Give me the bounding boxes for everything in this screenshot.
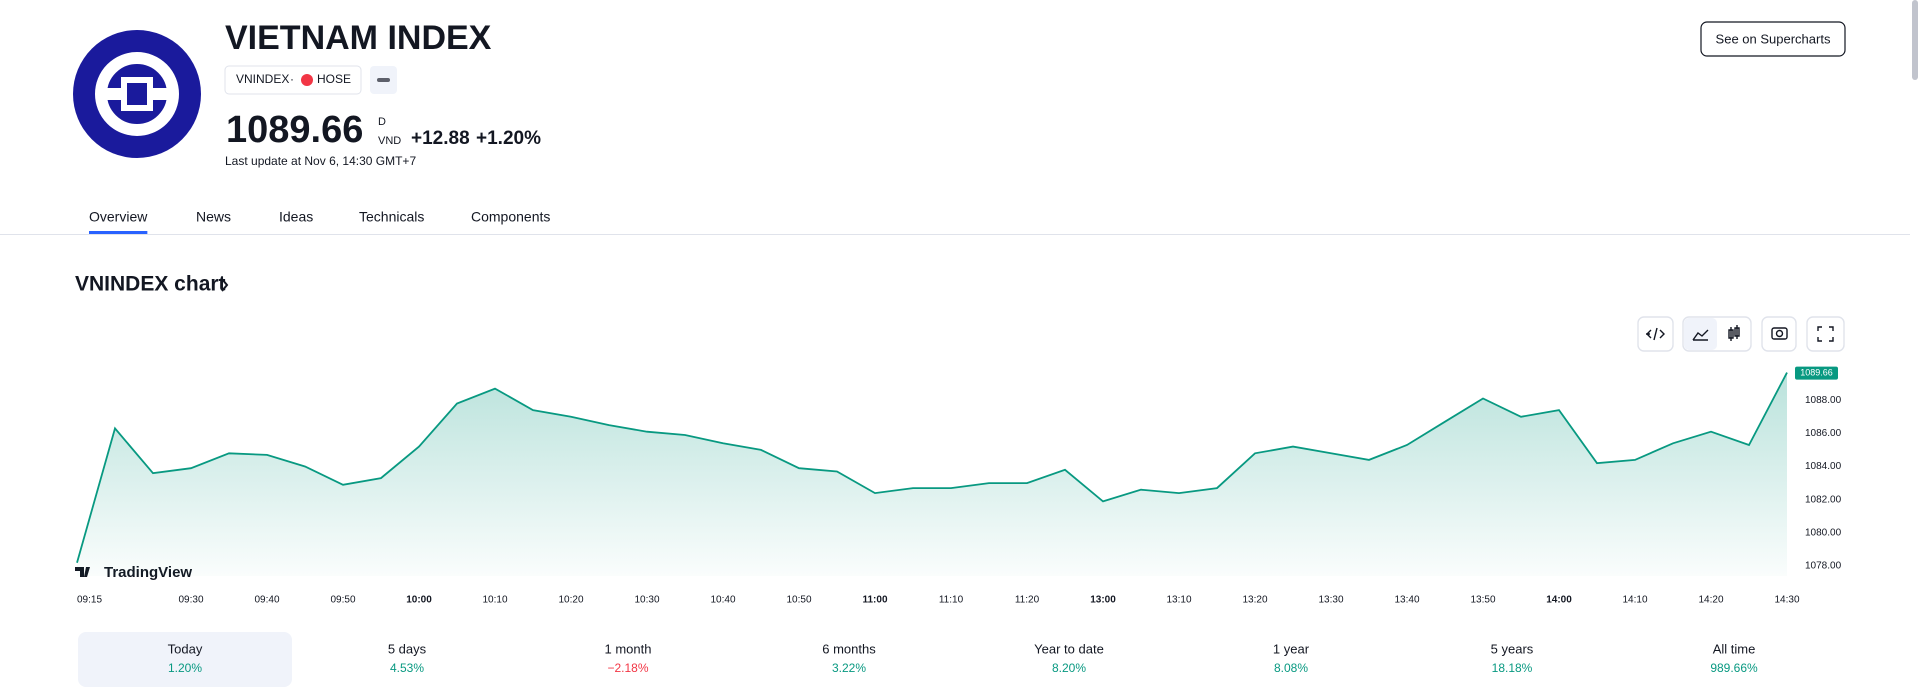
chart-type-group[interactable] [1682,316,1752,352]
scrollbar [1912,0,1918,80]
supercharts-label: See on Supercharts [1716,31,1831,46]
period-change: 1.20% [168,661,202,675]
line [76,372,1788,563]
period-label[interactable]: 6 months [822,641,876,656]
y-tick-label: 1082.00 [1805,494,1842,505]
exchange-flag [301,74,313,86]
tab[interactable]: Ideas [279,209,313,225]
tab[interactable]: Components [471,209,550,225]
x-tick-label: 13:10 [1166,595,1191,606]
x-tick-label: 11:10 [939,595,964,606]
period-label[interactable]: Year to date [1034,641,1104,656]
x-tick-label: 13:00 [1090,595,1116,606]
y-tick-label: 1078.00 [1805,561,1842,572]
period-label[interactable]: Today [168,641,203,656]
price-tag-label: 1089.66 [1800,368,1833,378]
x-tick-label: 13:50 [1470,595,1495,606]
period-change: 989.66% [1710,661,1758,675]
period-change: 8.20% [1052,661,1086,675]
y-tick-label: 1086.00 [1805,428,1842,439]
chevron [221,278,229,292]
last-update: Last update at Nov 6, 14:30 GMT+7 [225,154,416,168]
x-tick-label: 10:10 [482,595,507,606]
period-selected [78,632,292,687]
chart-toolbar [1637,316,1845,352]
period-label[interactable]: 1 year [1273,641,1310,656]
period-change: 3.22% [832,661,866,675]
x-tick-label: 13:20 [1242,595,1267,606]
tab[interactable]: News [196,209,231,225]
change-percent: +1.20% [476,128,541,149]
currency: VND [378,135,401,147]
period-label[interactable]: 1 month [605,641,652,656]
tab[interactable]: Technicals [359,209,424,225]
x-tick-label: 14:10 [1622,595,1647,606]
period-label[interactable]: 5 days [388,641,427,656]
snapshot-button[interactable] [1761,316,1797,352]
x-tick-label: 14:00 [1546,595,1572,606]
tab-underline [89,231,148,234]
x-tick-label: 11:20 [1015,595,1040,606]
x-tick-label: 09:15 [77,595,102,606]
change: +12.88 [411,128,470,149]
tab[interactable]: Overview [89,209,148,225]
price: 1089.66 [226,109,363,151]
period-change: 18.18% [1492,661,1533,675]
symbol: VNINDEX [236,72,289,86]
logo [73,30,201,158]
price-tag [1795,366,1838,380]
period-label[interactable]: 5 years [1491,641,1534,656]
x-tick-label: 10:20 [558,595,583,606]
more-icon [377,78,390,82]
y-tick-label: 1088.00 [1805,395,1842,406]
period-label[interactable]: All time [1713,641,1756,656]
x-tick-label: 10:50 [786,595,811,606]
embed-button[interactable] [1637,316,1674,352]
chart-title: VNINDEX chart [75,273,226,296]
period-change: −2.18% [607,661,648,675]
price-suffix: D [378,116,386,128]
period-change: 8.08% [1274,661,1308,675]
separator: · [290,72,294,86]
x-tick-label: 10:00 [406,595,432,606]
y-tick-label: 1084.00 [1805,461,1842,472]
x-tick-label: 09:30 [178,595,203,606]
x-tick-label: 09:40 [254,595,279,606]
x-tick-label: 13:30 [1318,595,1343,606]
x-tick-label: 10:40 [710,595,735,606]
symbol-badge[interactable] [224,65,362,95]
x-tick-label: 13:40 [1394,595,1419,606]
x-tick-label: 11:00 [862,595,887,606]
fullscreen-button[interactable] [1806,316,1845,352]
x-tick-label: 14:30 [1774,595,1799,606]
supercharts-button[interactable] [1700,21,1846,57]
title: VIETNAM INDEX [225,19,492,57]
exchange: HOSE [317,72,351,86]
y-tick-label: 1080.00 [1805,528,1842,539]
area [77,372,1787,576]
x-tick-label: 10:30 [634,595,659,606]
period-change: 4.53% [390,661,424,675]
x-tick-label: 14:20 [1698,595,1723,606]
x-tick-label: 09:50 [330,595,355,606]
